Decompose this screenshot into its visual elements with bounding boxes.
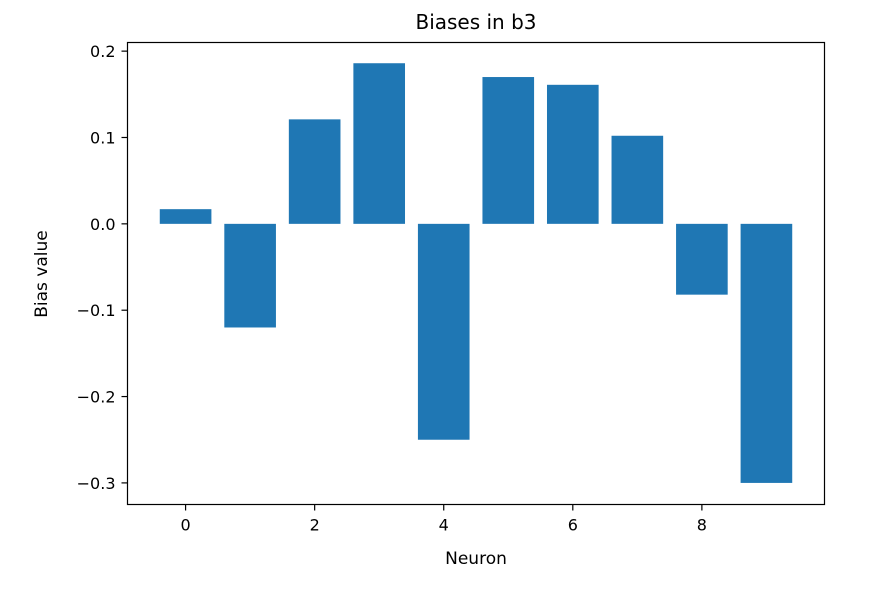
bar-neuron-6 <box>546 84 599 224</box>
bar-neuron-5 <box>482 77 535 224</box>
bar-neuron-4 <box>417 223 470 440</box>
y-axis-ticks: 0.2 0.1 0.0 −0.1 −0.2 −0.3 <box>77 42 128 493</box>
x-tick-label: 0 <box>180 516 190 535</box>
x-axis-label: Neuron <box>445 549 507 569</box>
y-tick-label: 0.0 <box>90 215 115 234</box>
bar-neuron-1 <box>224 223 276 328</box>
y-axis-label: Bias value <box>32 230 52 318</box>
bar-neuron-7 <box>611 135 664 224</box>
y-tick-label: 0.2 <box>90 42 115 61</box>
chart-title: Biases in b3 <box>415 10 536 34</box>
bar-neuron-9 <box>740 223 793 483</box>
x-axis-ticks: 0 2 4 6 8 <box>180 504 707 535</box>
bar-neuron-8 <box>676 223 728 295</box>
x-tick-label: 2 <box>310 516 320 535</box>
y-tick-label: −0.1 <box>77 301 116 320</box>
bar-neuron-3 <box>353 63 406 224</box>
y-tick-label: −0.2 <box>77 388 116 407</box>
y-tick-label: 0.1 <box>90 128 115 147</box>
bar-neuron-0 <box>159 209 212 224</box>
bars-layer <box>159 63 793 483</box>
x-tick-label: 8 <box>697 516 707 535</box>
y-tick-label: −0.3 <box>77 474 116 493</box>
x-tick-label: 4 <box>439 516 449 535</box>
bar-neuron-2 <box>288 119 341 224</box>
plot-frame <box>126 41 826 506</box>
x-tick-label: 6 <box>568 516 578 535</box>
